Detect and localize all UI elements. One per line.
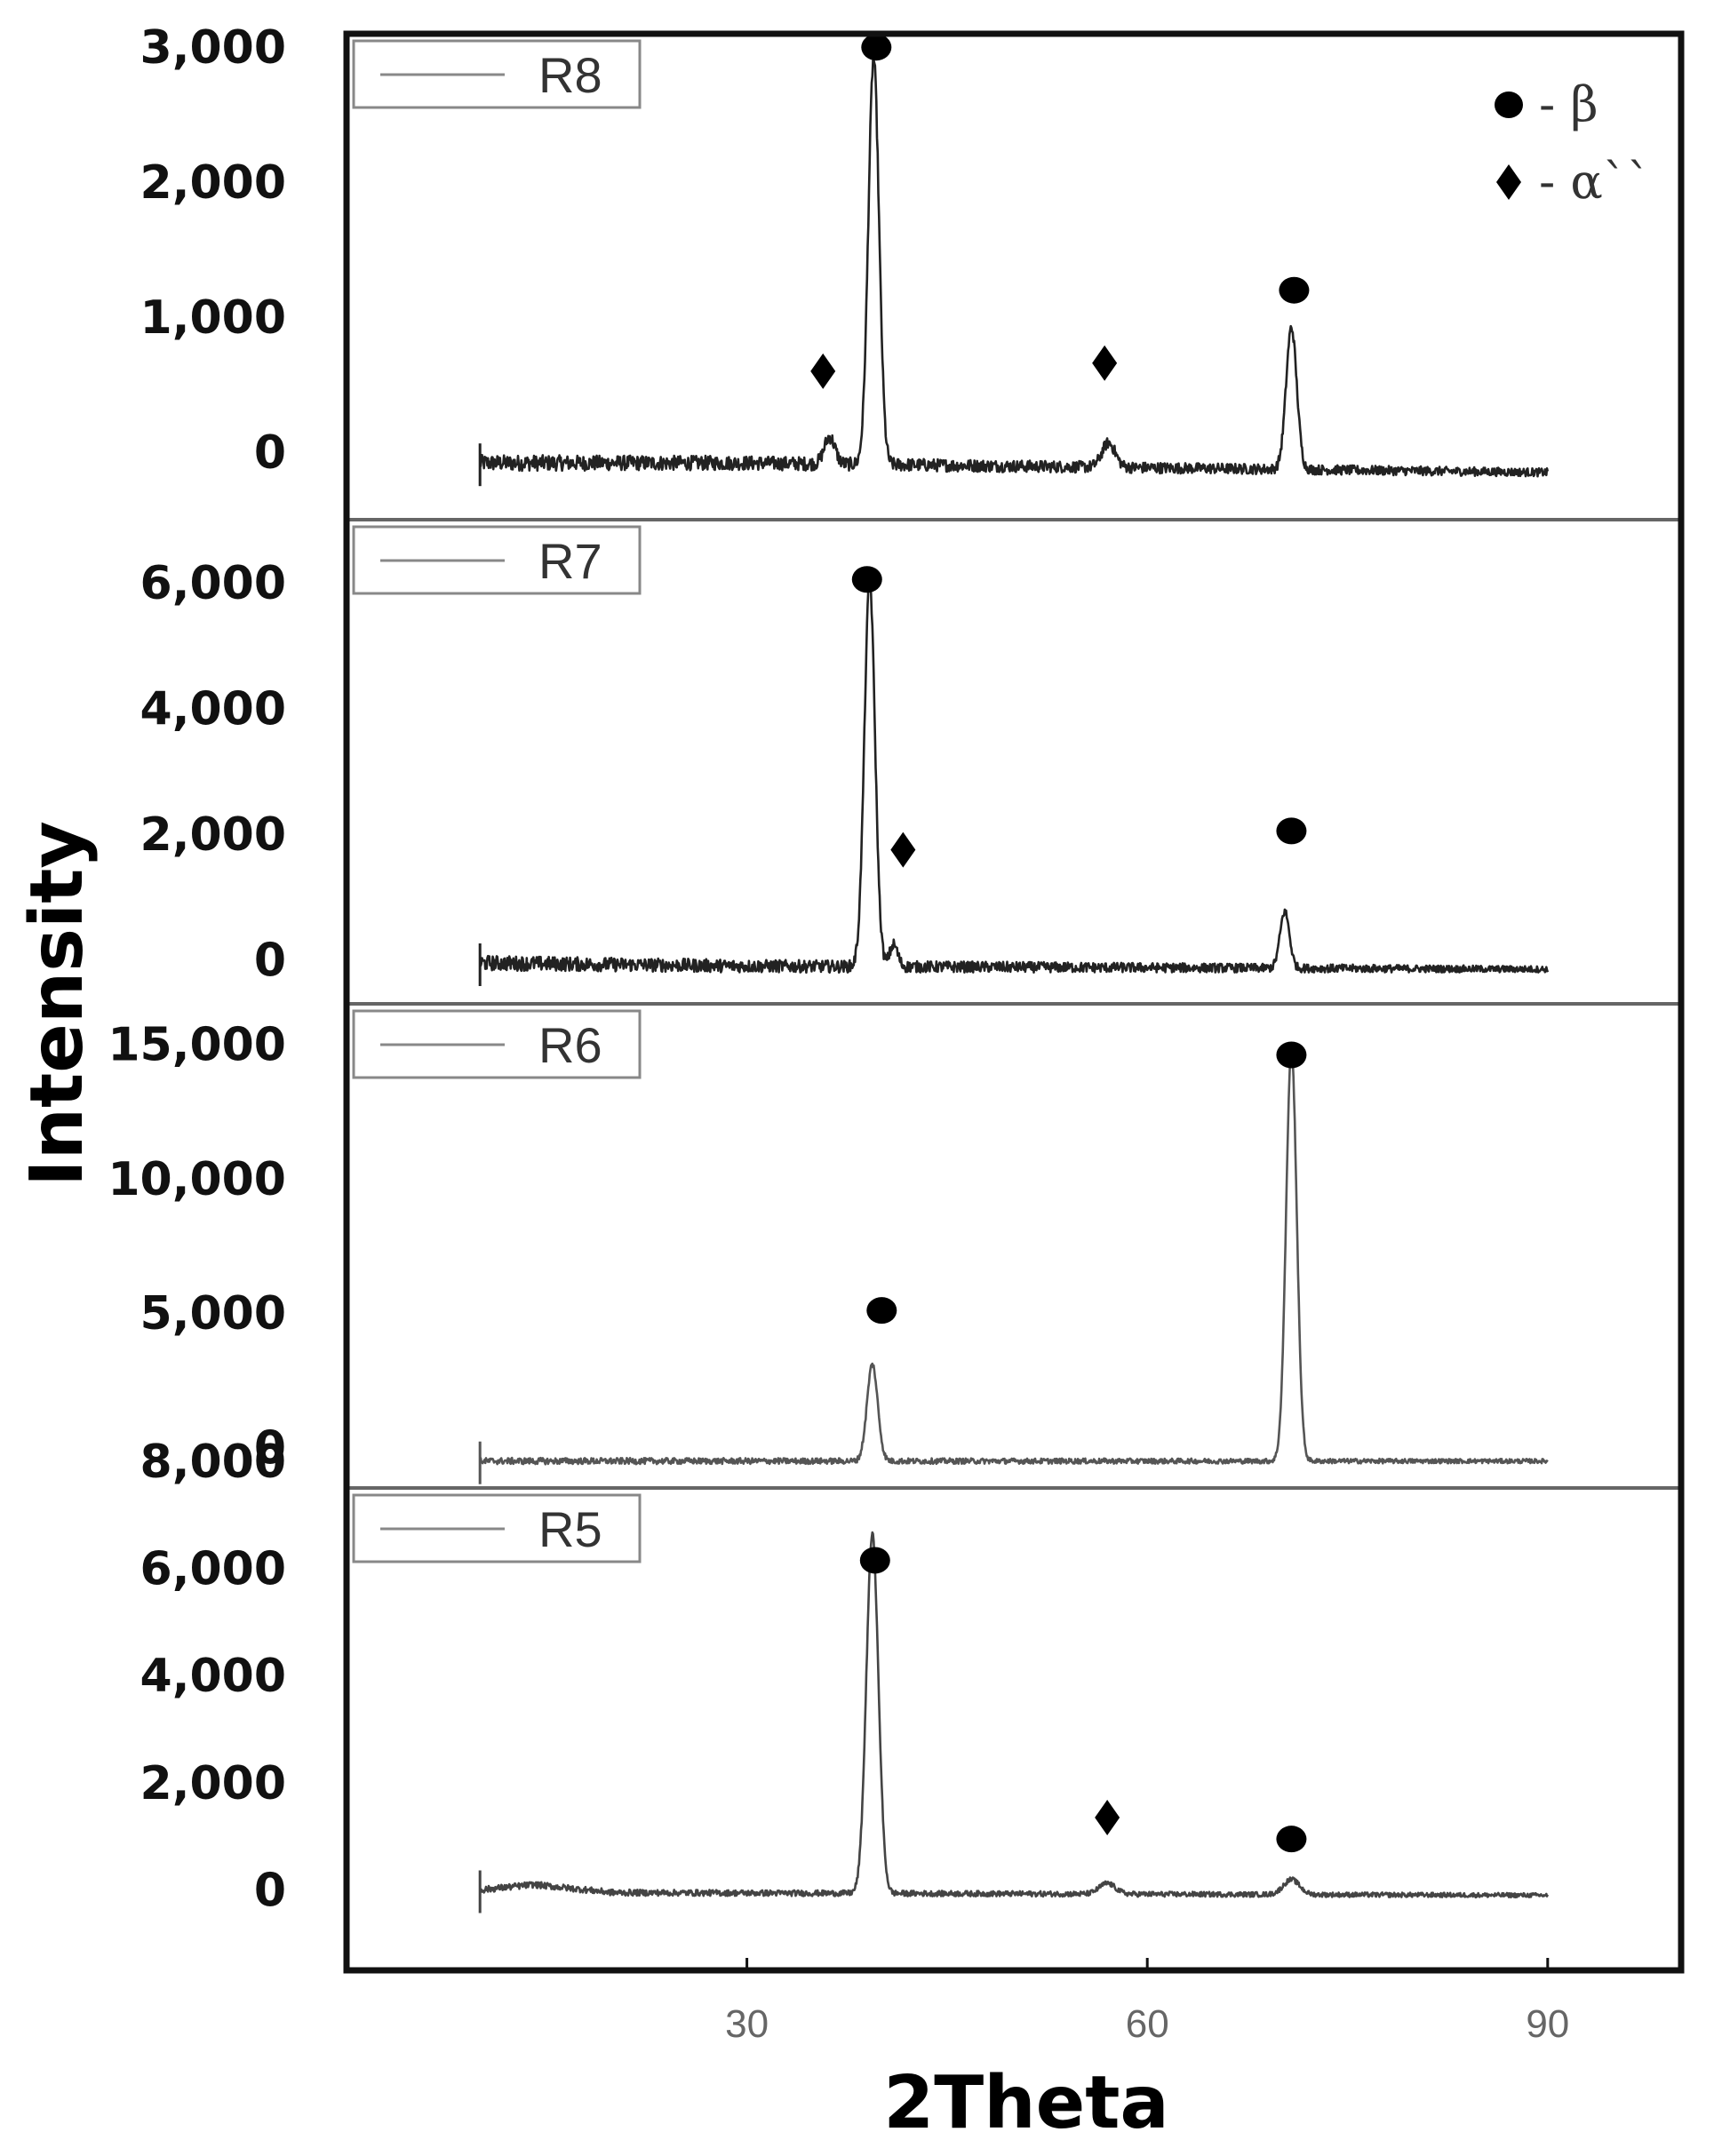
ytick-label: 2,000 <box>140 1757 286 1810</box>
series-line-r5 <box>479 1531 1549 1899</box>
ytick-label: 6,000 <box>140 1543 286 1596</box>
ytick-label: 2,000 <box>140 808 286 862</box>
series-line-r7 <box>478 580 1550 975</box>
phase-legend-diamond-icon <box>1496 164 1521 200</box>
x-axis-title: 2Theta <box>883 2061 1169 2145</box>
series-line-r6 <box>479 1049 1549 1466</box>
beta-phase-marker <box>861 34 892 61</box>
ytick-label: 0 <box>254 1422 286 1476</box>
ytick-label: 0 <box>254 426 286 480</box>
legend-label-r5: R5 <box>538 1501 602 1557</box>
alpha-phase-marker <box>1095 1800 1120 1836</box>
alpha-phase-marker <box>1092 345 1118 381</box>
plot-frame <box>343 30 1685 1974</box>
ytick-label: 0 <box>254 1865 286 1918</box>
ytick-label: 8,000 <box>140 1436 286 1489</box>
legend-label-r8: R8 <box>538 47 602 103</box>
y-axis-title: Intensity <box>15 821 100 1187</box>
y-ticks-group: 0 1,000 2,000 3,000 0 2,000 4,000 6,000 0 5,000 10… <box>108 21 286 1917</box>
markers-group <box>810 34 1310 1853</box>
legends-group: R8 R7 R6 R5 - β - α`` <box>352 39 1651 1563</box>
phase-legend-circle-icon <box>1495 91 1523 118</box>
beta-phase-marker <box>1276 817 1307 845</box>
beta-phase-marker <box>851 566 882 593</box>
alpha-phase-marker <box>890 831 916 868</box>
beta-phase-marker <box>1276 1041 1307 1069</box>
ytick-label: 1,000 <box>140 291 286 345</box>
ytick-label: 4,000 <box>140 682 286 736</box>
alpha-phase-marker <box>810 353 836 389</box>
xtick-label: 30 <box>725 2002 769 2046</box>
beta-phase-marker <box>859 1547 890 1574</box>
phase-legend-label: - β <box>1539 76 1598 132</box>
ytick-label: 0 <box>254 934 286 987</box>
beta-phase-marker <box>866 1297 897 1325</box>
x-axis-group: 30 60 90 <box>725 1958 1569 2046</box>
ytick-label: 4,000 <box>140 1650 286 1703</box>
beta-phase-marker <box>1279 276 1310 304</box>
series-group <box>478 59 1550 1913</box>
ytick-label: 2,000 <box>140 156 286 210</box>
xtick-label: 60 <box>1126 2002 1169 2046</box>
legend-label-r7: R7 <box>538 533 602 589</box>
ytick-label: 3,000 <box>140 21 286 75</box>
ytick-label: 5,000 <box>140 1287 286 1341</box>
phase-legend-label: - α`` <box>1539 154 1651 210</box>
ytick-label: 6,000 <box>140 557 286 610</box>
panels-group <box>347 518 1681 1490</box>
series-line-r8 <box>478 59 1550 478</box>
legend-label-r6: R6 <box>538 1017 602 1073</box>
ytick-label: 15,000 <box>108 1018 286 1071</box>
ytick-label: 10,000 <box>108 1153 286 1206</box>
beta-phase-marker <box>1276 1826 1307 1853</box>
xtick-label: 90 <box>1526 2002 1569 2046</box>
